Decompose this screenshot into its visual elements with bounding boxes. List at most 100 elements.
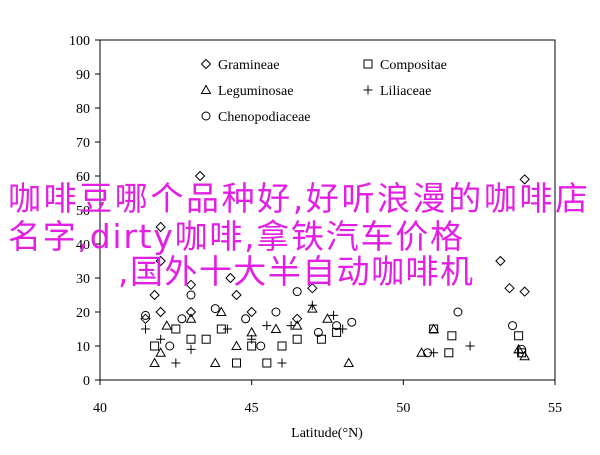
x-axis-label: Latitude(°N) [291, 426, 363, 441]
diamond-marker [246, 306, 257, 318]
circle-marker [165, 341, 175, 351]
circle-marker [241, 314, 251, 324]
triangle-marker [343, 357, 355, 367]
triangle-marker [246, 326, 258, 337]
plus-marker [514, 348, 524, 358]
plus-marker [465, 341, 475, 351]
triangle-marker [209, 357, 221, 367]
circle-marker [201, 111, 211, 121]
y-tick-label: 80 [76, 102, 90, 117]
square-marker [447, 331, 457, 341]
circle-marker [271, 307, 281, 317]
triangle-marker [519, 350, 531, 361]
plus-marker [277, 358, 287, 368]
triangle-marker [149, 357, 160, 367]
circle-marker [313, 327, 323, 337]
square-marker [332, 327, 342, 337]
diamond-marker [140, 313, 151, 325]
square-marker [444, 348, 454, 358]
plus-marker [429, 348, 439, 358]
y-tick-label: 60 [76, 170, 90, 185]
triangle-marker [161, 320, 173, 330]
square-marker [363, 59, 373, 69]
y-tick-label: 70 [76, 136, 90, 151]
diamond-marker [495, 255, 506, 267]
triangle-marker [270, 323, 282, 333]
legend-label: Gramineae [218, 58, 279, 73]
circle-marker [332, 321, 342, 331]
y-tick-label: 10 [76, 340, 90, 355]
plus-marker [171, 358, 181, 368]
circle-marker [508, 321, 518, 331]
square-marker [262, 358, 272, 368]
legend-label: Liliaceae [380, 84, 431, 99]
diamond-marker [155, 221, 166, 233]
plus-marker [262, 321, 272, 331]
circle-marker [141, 310, 150, 320]
diamond-marker [155, 306, 166, 318]
plus-marker [363, 85, 373, 95]
annotation: ,国外十大半自动咖啡机 [118, 252, 473, 291]
diamond-marker [519, 174, 530, 185]
square-marker [514, 331, 524, 341]
diamond-marker [185, 306, 197, 318]
circle-marker [256, 341, 266, 351]
x-tick-label: 55 [548, 401, 562, 416]
diamond-marker [291, 313, 303, 325]
plus-marker [286, 321, 296, 331]
diamond-marker [155, 255, 166, 267]
legend-label: Leguminosae [218, 84, 293, 99]
diamond-marker [504, 282, 515, 294]
y-tick-label: 90 [76, 68, 90, 83]
plus-marker [156, 334, 166, 344]
y-tick-label: 50 [76, 204, 90, 219]
square-marker [171, 324, 181, 334]
triangle-marker [428, 323, 440, 333]
plus-marker [329, 310, 339, 320]
circle-marker [186, 290, 196, 300]
x-tick-label: 50 [396, 401, 410, 416]
triangle-marker [200, 84, 212, 94]
y-tick-label: 20 [76, 306, 90, 321]
y-tick-label: 30 [76, 272, 90, 287]
square-marker [150, 341, 160, 351]
triangle-marker [306, 303, 318, 313]
diamond-marker [149, 289, 160, 301]
square-marker [186, 334, 196, 344]
triangle-marker [231, 340, 242, 350]
plus-marker [338, 324, 348, 334]
circle-marker [453, 307, 463, 317]
circle-marker [423, 348, 433, 358]
x-tick-label: 40 [93, 401, 107, 416]
y-tick-label: 0 [83, 374, 90, 389]
triangle-marker [155, 347, 167, 357]
circle-marker [292, 287, 302, 297]
plus-marker [307, 300, 317, 310]
legend-label: Chenopodiaceae [218, 110, 311, 125]
diamond-marker [225, 272, 236, 284]
diamond-marker [200, 58, 212, 70]
plus-marker [222, 324, 232, 334]
diamond-marker [185, 279, 197, 291]
plus-marker [141, 324, 150, 334]
legend-label: Compositae [380, 58, 447, 73]
annotation: 咖啡豆哪个品种好,好听浪漫的咖啡店 [8, 179, 588, 218]
square-marker [277, 341, 287, 351]
x-tick-label: 45 [245, 401, 259, 416]
triangle-marker [322, 313, 333, 323]
y-tick-label: 40 [76, 238, 90, 253]
triangle-marker [215, 306, 227, 316]
triangle-marker [185, 313, 197, 323]
circle-marker [177, 314, 187, 324]
plus-marker [186, 344, 196, 354]
circle-marker [347, 317, 357, 327]
y-tick-label: 100 [69, 34, 90, 49]
square-marker [232, 358, 241, 368]
square-marker [292, 334, 302, 344]
diamond-marker [307, 282, 318, 294]
annotation: 名字,dirty咖啡,拿铁汽车价格 [8, 217, 463, 256]
plus-marker [247, 334, 257, 344]
diamond-marker [194, 170, 206, 182]
circle-marker [517, 344, 527, 354]
